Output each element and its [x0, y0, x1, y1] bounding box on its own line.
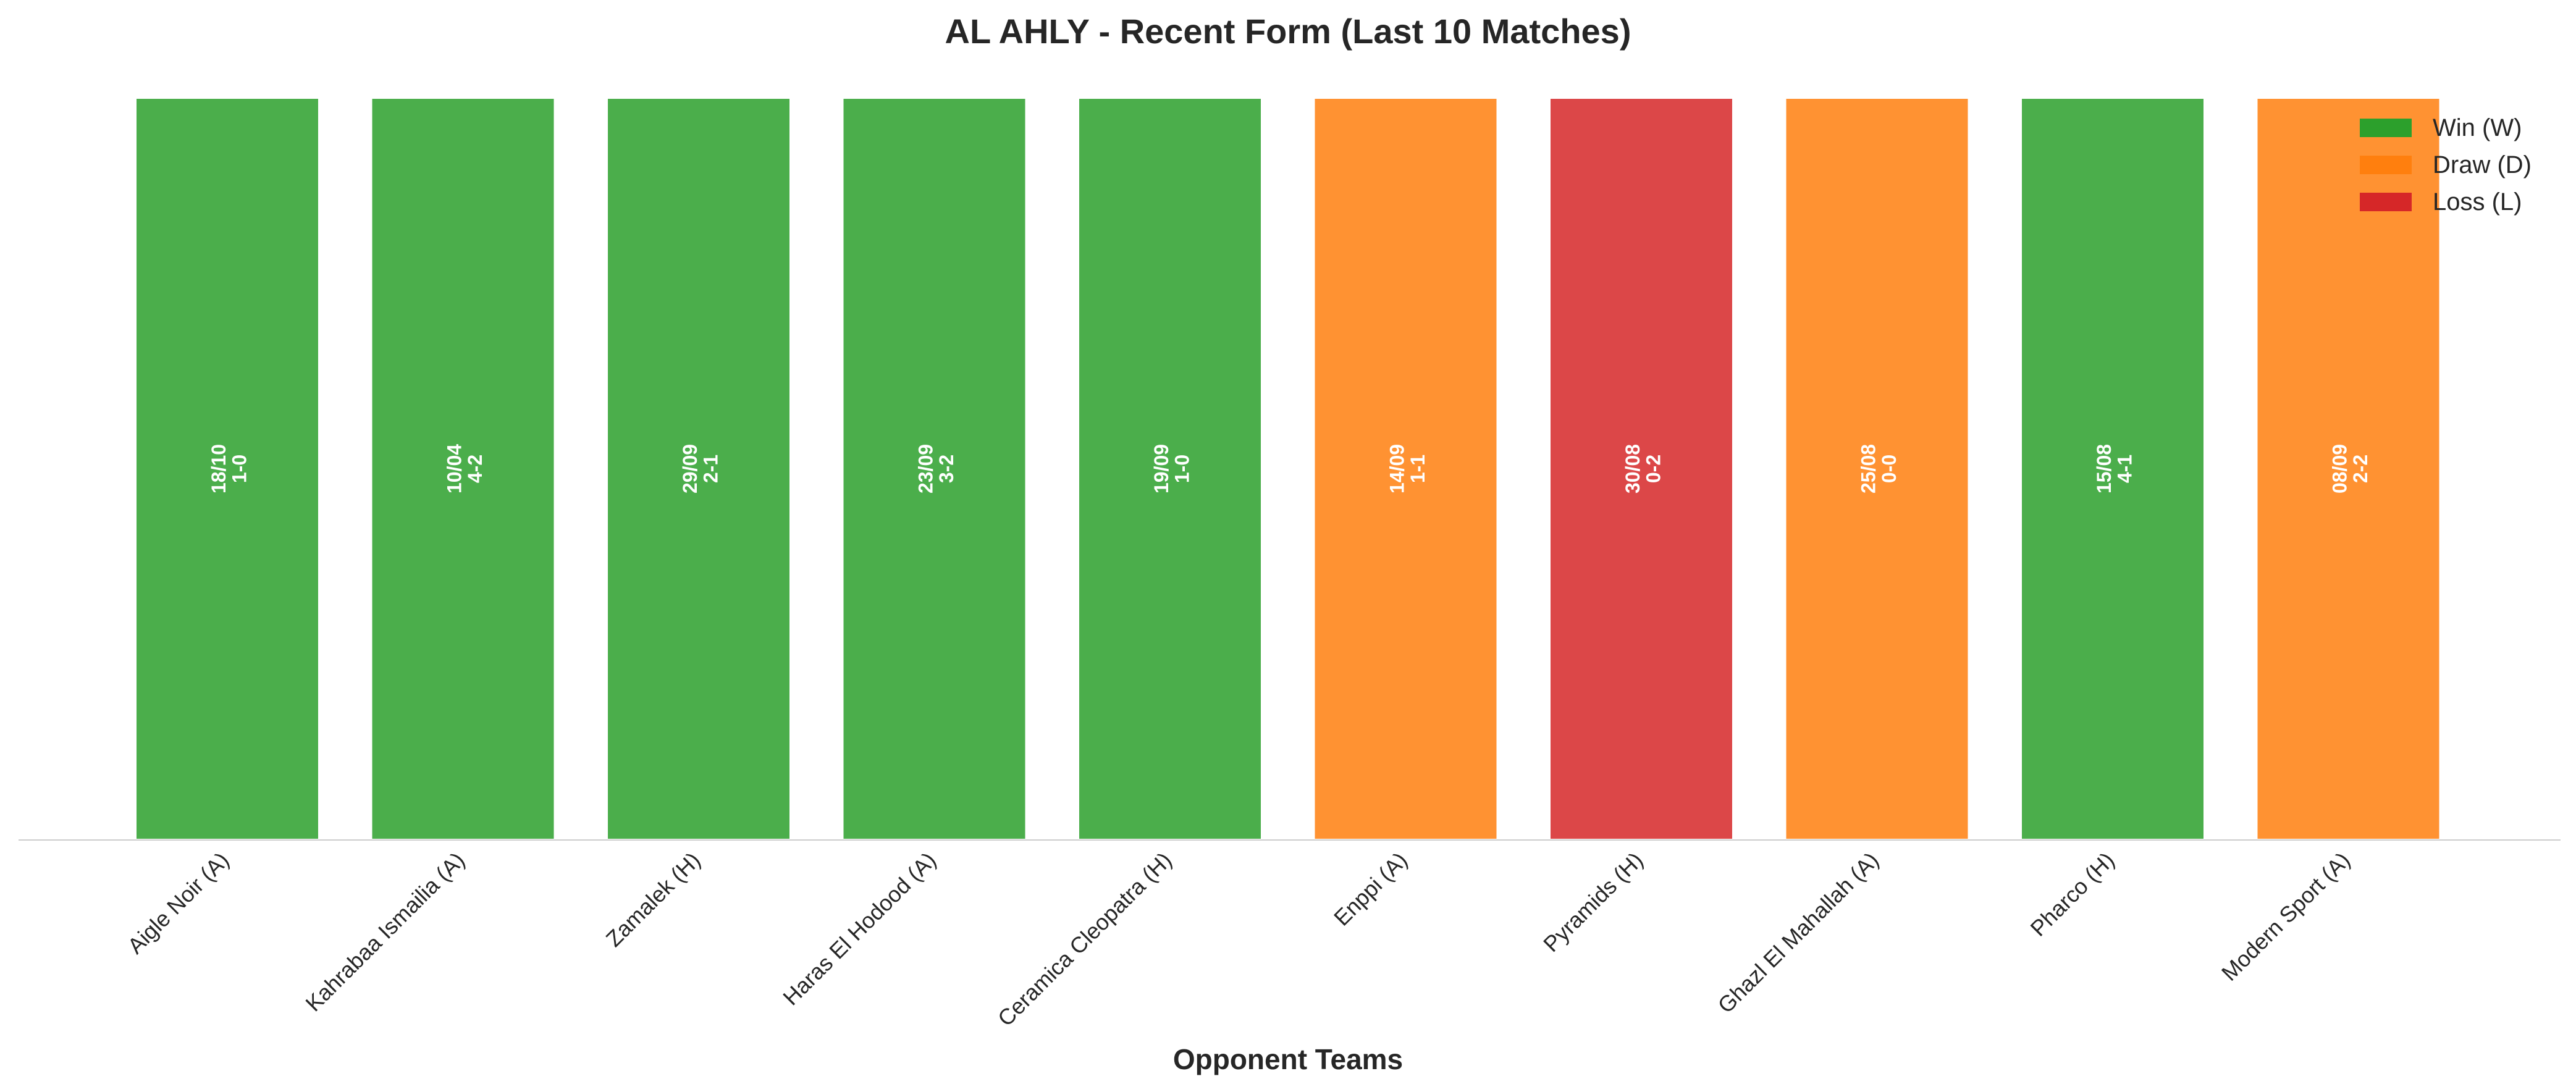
- bar-label-5: 19/091-0: [1150, 444, 1193, 494]
- x-tick-label-10: Modern Sport (A): [2216, 847, 2355, 986]
- bar-labels-group: 18/101-0 10/044-2 29/092-1 23/093-2 19/091-0…: [208, 444, 2372, 494]
- x-tick-label-4: Haras El Hodood (A): [778, 847, 941, 1010]
- x-tick-label-7: Pyramids (H): [1538, 847, 1648, 957]
- bar-1: [134, 96, 321, 841]
- bar-10: [2255, 96, 2442, 841]
- bar-label-8: 25/080-0: [1857, 444, 1900, 494]
- x-tick-label-5: Ceramica Cleopatra (H): [993, 847, 1177, 1031]
- legend-label-l: Loss (L): [2433, 188, 2522, 216]
- x-tick-label-3: Zamalek (H): [601, 847, 705, 952]
- bar-label-7: 30/080-2: [1622, 444, 1665, 494]
- legend-swatch-l: [2360, 193, 2412, 211]
- x-tick-label-2: Kahrabaa Ismailia (A): [300, 847, 469, 1017]
- bar-label-2: 10/044-2: [443, 444, 486, 494]
- x-tick-labels: Aigle Noir (A) Kahrabaa Ismailia (A) Zamal…: [122, 847, 2355, 1031]
- x-axis-label: Opponent Teams: [1173, 1043, 1403, 1075]
- x-tick-label-1: Aigle Noir (A): [122, 847, 234, 959]
- bar-5: [1077, 96, 1263, 841]
- legend: Win (W) Draw (D) Loss (L): [2360, 114, 2532, 216]
- bar-label-6: 14/091-1: [1386, 444, 1429, 494]
- bar-label-4: 23/093-2: [914, 444, 958, 494]
- chart-title: AL AHLY - Recent Form (Last 10 Matches): [945, 12, 1631, 51]
- bar-label-1: 18/101-0: [208, 444, 251, 494]
- x-tick-label-6: Enppi (A): [1329, 847, 1412, 931]
- bar-8: [1783, 96, 1971, 841]
- bar-6: [1312, 96, 1499, 841]
- legend-label-d: Draw (D): [2433, 151, 2532, 178]
- bars-group: [134, 96, 2442, 841]
- x-tick-label-8: Ghazl El Mahallah (A): [1713, 847, 1884, 1018]
- legend-swatch-w: [2360, 119, 2412, 137]
- legend-swatch-d: [2360, 156, 2412, 174]
- bar-label-9: 15/084-1: [2093, 444, 2136, 494]
- legend-label-w: Win (W): [2433, 114, 2522, 141]
- bar-2: [369, 96, 557, 841]
- bar-label-3: 29/092-1: [679, 444, 722, 494]
- bar-4: [841, 96, 1028, 841]
- bar-3: [605, 96, 792, 841]
- x-tick-label-9: Pharco (H): [2026, 847, 2119, 941]
- bar-label-10: 08/092-2: [2328, 444, 2372, 494]
